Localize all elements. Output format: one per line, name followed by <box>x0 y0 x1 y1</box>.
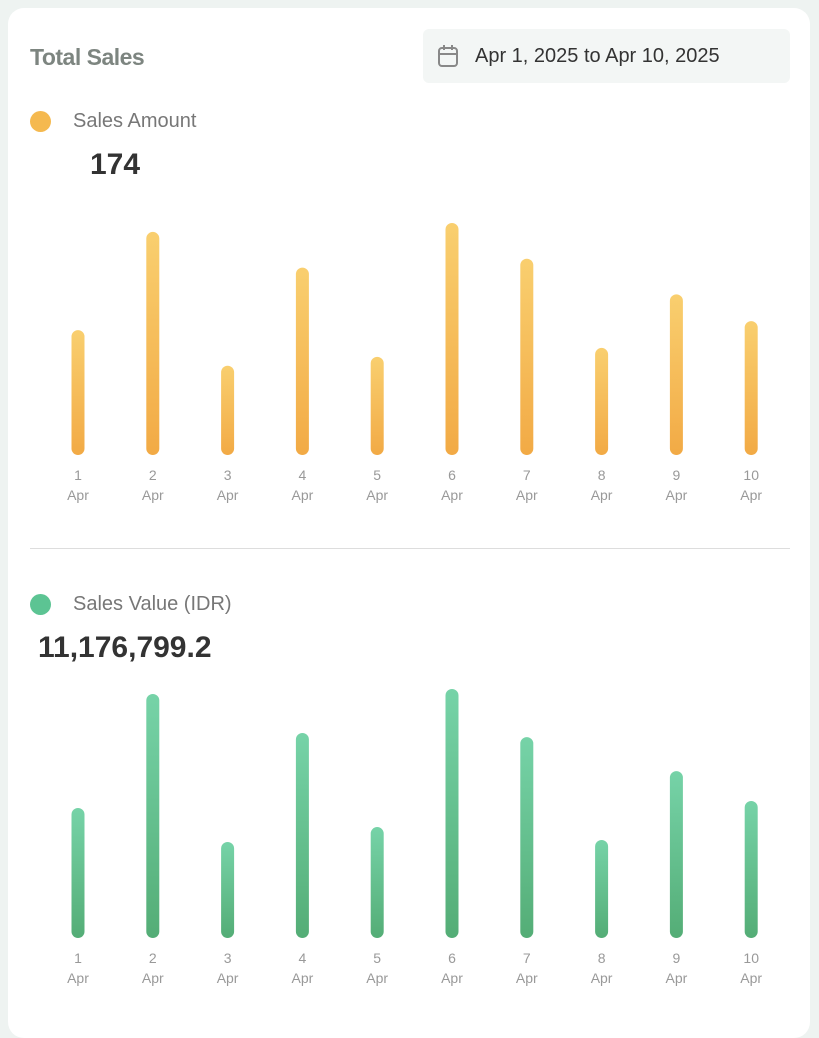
x-tick-label: 2 <box>149 467 157 483</box>
x-tick-label: 7 <box>523 950 531 966</box>
bar-8[interactable] <box>595 347 609 455</box>
legend-sales-amount: Sales Amount <box>30 110 196 133</box>
divider <box>30 548 790 549</box>
bar-3[interactable] <box>221 365 235 455</box>
x-tick-label: Apr <box>740 970 762 986</box>
x-tick-label: 7 <box>523 467 531 483</box>
date-range-picker[interactable]: Apr 1, 2025 to Apr 10, 2025 <box>423 29 790 83</box>
bar-9[interactable] <box>669 771 683 938</box>
sales-value-total: 11,176,799.2 <box>38 631 212 664</box>
x-tick-label: Apr <box>292 487 314 503</box>
total-sales-card: Total Sales Apr 1, 2025 to Apr 10, 2025 … <box>8 8 810 1038</box>
bar-7[interactable] <box>520 737 534 938</box>
bar-9[interactable] <box>669 294 683 455</box>
bar-10[interactable] <box>744 800 758 938</box>
x-tick-label: 8 <box>598 950 606 966</box>
x-tick-label: 1 <box>74 467 82 483</box>
sales-amount-total: 174 <box>90 148 141 181</box>
x-tick-label: Apr <box>441 487 463 503</box>
x-tick-label: Apr <box>441 970 463 986</box>
x-tick-label: 3 <box>224 950 232 966</box>
x-tick-label: 1 <box>74 950 82 966</box>
x-tick-label: Apr <box>142 487 164 503</box>
bar-7[interactable] <box>520 258 534 455</box>
x-tick-label: Apr <box>217 487 239 503</box>
x-tick-label: Apr <box>366 970 388 986</box>
bar-3[interactable] <box>221 842 235 938</box>
x-tick-label: 6 <box>448 467 456 483</box>
x-tick-label: Apr <box>666 970 688 986</box>
x-tick-label: Apr <box>516 487 538 503</box>
bar-5[interactable] <box>370 827 384 938</box>
x-tick-label: Apr <box>292 970 314 986</box>
bar-5[interactable] <box>370 356 384 455</box>
bar-6[interactable] <box>445 223 459 455</box>
x-tick-label: Apr <box>516 970 538 986</box>
legend-sales-value: Sales Value (IDR) <box>30 593 232 616</box>
bar-10[interactable] <box>744 321 758 455</box>
sales-amount-chart: 1 Apr 2 Apr 3 Apr 4 Apr 5 Apr 6 Apr 7 Apr 8 Apr 9 Apr 10 Ap… <box>67 223 762 503</box>
x-tick-label: Apr <box>591 487 613 503</box>
x-tick-label: Apr <box>217 970 239 986</box>
x-tick-label: 2 <box>149 950 157 966</box>
legend-dot <box>30 111 51 132</box>
x-tick-label: 10 <box>743 467 759 483</box>
x-tick-label: 10 <box>743 950 759 966</box>
bar-1[interactable] <box>71 808 85 938</box>
x-tick-label: 4 <box>299 467 307 483</box>
date-range-text: Apr 1, 2025 to Apr 10, 2025 <box>475 44 720 67</box>
bar-8[interactable] <box>595 839 609 938</box>
x-tick-label: Apr <box>366 487 388 503</box>
x-tick-label: Apr <box>666 487 688 503</box>
x-tick-label: Apr <box>591 970 613 986</box>
x-tick-label: Apr <box>740 487 762 503</box>
legend-label: Sales Value (IDR) <box>73 593 232 615</box>
x-tick-label: 8 <box>598 467 606 483</box>
bar-4[interactable] <box>295 267 309 455</box>
x-tick-label: 5 <box>373 950 381 966</box>
card-title: Total Sales <box>30 44 145 70</box>
legend-dot <box>30 594 51 615</box>
bar-1[interactable] <box>71 330 85 455</box>
bar-4[interactable] <box>295 732 309 938</box>
legend-label: Sales Amount <box>73 110 197 132</box>
sales-value-chart: 1 Apr 2 Apr 3 Apr 4 Apr 5 Apr 6 Apr 7 Apr 8 Apr 9 Apr 10 Ap… <box>67 689 762 986</box>
x-tick-label: 9 <box>673 950 681 966</box>
x-tick-label: 6 <box>448 950 456 966</box>
bar-2[interactable] <box>146 231 160 455</box>
x-tick-label: 3 <box>224 467 232 483</box>
x-tick-label: Apr <box>142 970 164 986</box>
bar-2[interactable] <box>146 693 160 938</box>
x-tick-label: 9 <box>673 467 681 483</box>
bar-6[interactable] <box>445 689 459 938</box>
calendar-icon <box>438 45 458 67</box>
x-tick-label: Apr <box>67 487 89 503</box>
x-tick-label: 5 <box>373 467 381 483</box>
x-tick-label: Apr <box>67 970 89 986</box>
x-tick-label: 4 <box>299 950 307 966</box>
